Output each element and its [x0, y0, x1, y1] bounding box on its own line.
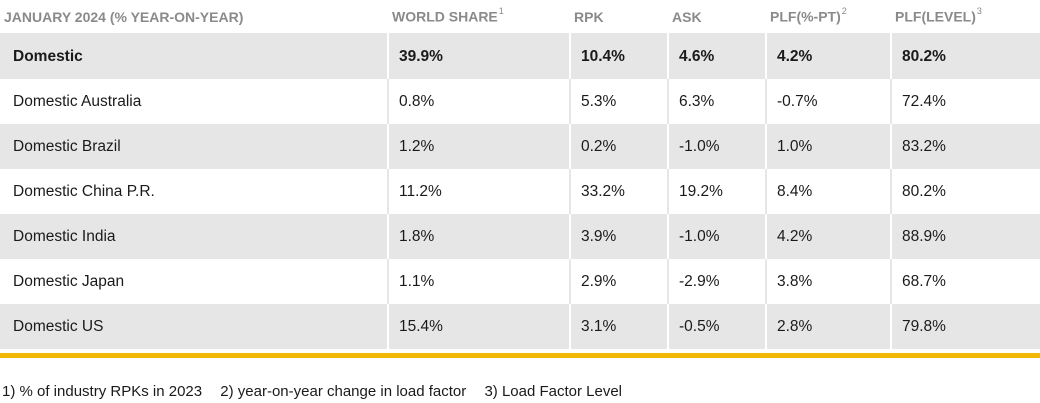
- table-row: Domestic 39.9% 10.4% 4.6% 4.2% 80.2%: [0, 33, 1040, 79]
- table-cell: 4.2%: [766, 214, 892, 259]
- table-cell: 33.2%: [570, 169, 669, 214]
- table-cell: 1.8%: [388, 214, 571, 259]
- table-cell: 1.0%: [766, 124, 892, 169]
- row-label: Domestic Japan: [0, 259, 389, 304]
- table-body: Domestic 39.9% 10.4% 4.6% 4.2% 80.2% Domestic …: [0, 33, 1040, 349]
- table-cell: 80.2%: [891, 33, 1040, 79]
- footnotes: 1) % of industry RPKs in 2023 2) year-on…: [2, 383, 636, 400]
- table-row: Domestic India 1.8% 3.9% -1.0% 4.2% 88.9%: [0, 214, 1040, 259]
- table-cell: -1.0%: [668, 124, 767, 169]
- table-cell: 79.8%: [891, 304, 1040, 349]
- footnote-1: 1) % of industry RPKs in 2023: [2, 383, 203, 400]
- table-cell: 39.9%: [388, 33, 571, 79]
- table-cell: 19.2%: [668, 169, 767, 214]
- row-label: Domestic US: [0, 304, 389, 349]
- table-cell: -1.0%: [668, 214, 767, 259]
- footnote-3: 3) Load Factor Level: [484, 383, 623, 400]
- table-row: Domestic China P.R. 11.2% 33.2% 19.2% 8.4% 80…: [0, 169, 1040, 214]
- table-row: Domestic Japan 1.1% 2.9% -2.9% 3.8% 68.7%: [0, 259, 1040, 304]
- table-cell: 68.7%: [891, 259, 1040, 304]
- row-label: Domestic Australia: [0, 79, 389, 124]
- row-label: Domestic India: [0, 214, 389, 259]
- footnote-marker: 2: [841, 6, 847, 17]
- table-cell: 10.4%: [570, 33, 669, 79]
- table-cell: 0.8%: [388, 79, 571, 124]
- table-cell: 2.9%: [570, 259, 669, 304]
- table-cell: 83.2%: [891, 124, 1040, 169]
- table-cell: 5.3%: [570, 79, 669, 124]
- table-cell: -0.5%: [668, 304, 767, 349]
- column-header-label: ASK: [672, 8, 702, 25]
- column-header: RPK: [570, 0, 668, 34]
- table-cell: 6.3%: [668, 79, 767, 124]
- row-label: Domestic China P.R.: [0, 169, 389, 214]
- column-header-label: WORLD SHARE: [392, 8, 498, 25]
- table-cell: 72.4%: [891, 79, 1040, 124]
- table-cell: 11.2%: [388, 169, 571, 214]
- column-header: WORLD SHARE1: [388, 0, 570, 34]
- traffic-table: JANUARY 2024 (% YEAR-ON-YEAR) WORLD SHARE…: [0, 0, 1040, 349]
- table-cell: -2.9%: [668, 259, 767, 304]
- column-header: JANUARY 2024 (% YEAR-ON-YEAR): [0, 0, 388, 34]
- table-cell: 80.2%: [891, 169, 1040, 214]
- table-row: Domestic Australia 0.8% 5.3% 6.3% -0.7% 72.4%: [0, 79, 1040, 124]
- table-cell: 8.4%: [766, 169, 892, 214]
- table-cell: 3.9%: [570, 214, 669, 259]
- column-header: ASK: [668, 0, 766, 34]
- table-cell: 15.4%: [388, 304, 571, 349]
- table-row: Domestic US 15.4% 3.1% -0.5% 2.8% 79.8%: [0, 304, 1040, 349]
- column-header-label: JANUARY 2024 (% YEAR-ON-YEAR): [4, 8, 244, 25]
- accent-rule: [0, 353, 1040, 358]
- header-row: JANUARY 2024 (% YEAR-ON-YEAR) WORLD SHARE…: [0, 0, 1040, 34]
- column-header: PLF(%-PT)2: [766, 0, 891, 34]
- table-row: Domestic Brazil 1.2% 0.2% -1.0% 1.0% 83.2%: [0, 124, 1040, 169]
- table-cell: 2.8%: [766, 304, 892, 349]
- column-header-label: PLF(LEVEL): [895, 8, 976, 25]
- row-label: Domestic: [0, 33, 389, 79]
- table-cell: 1.2%: [388, 124, 571, 169]
- table-cell: -0.7%: [766, 79, 892, 124]
- table-cell: 1.1%: [388, 259, 571, 304]
- table-cell: 88.9%: [891, 214, 1040, 259]
- footnote-marker: 3: [976, 6, 982, 17]
- footnote-2: 2) year-on-year change in load factor: [220, 383, 467, 400]
- row-label: Domestic Brazil: [0, 124, 389, 169]
- table-cell: 3.8%: [766, 259, 892, 304]
- column-header: PLF(LEVEL)3: [891, 0, 1040, 34]
- table-cell: 3.1%: [570, 304, 669, 349]
- table-cell: 4.2%: [766, 33, 892, 79]
- table-cell: 4.6%: [668, 33, 767, 79]
- footnote-marker: 1: [498, 6, 504, 17]
- table-cell: 0.2%: [570, 124, 669, 169]
- column-header-label: PLF(%-PT): [770, 8, 841, 25]
- column-header-label: RPK: [574, 8, 604, 25]
- table-header: JANUARY 2024 (% YEAR-ON-YEAR) WORLD SHARE…: [0, 0, 1040, 34]
